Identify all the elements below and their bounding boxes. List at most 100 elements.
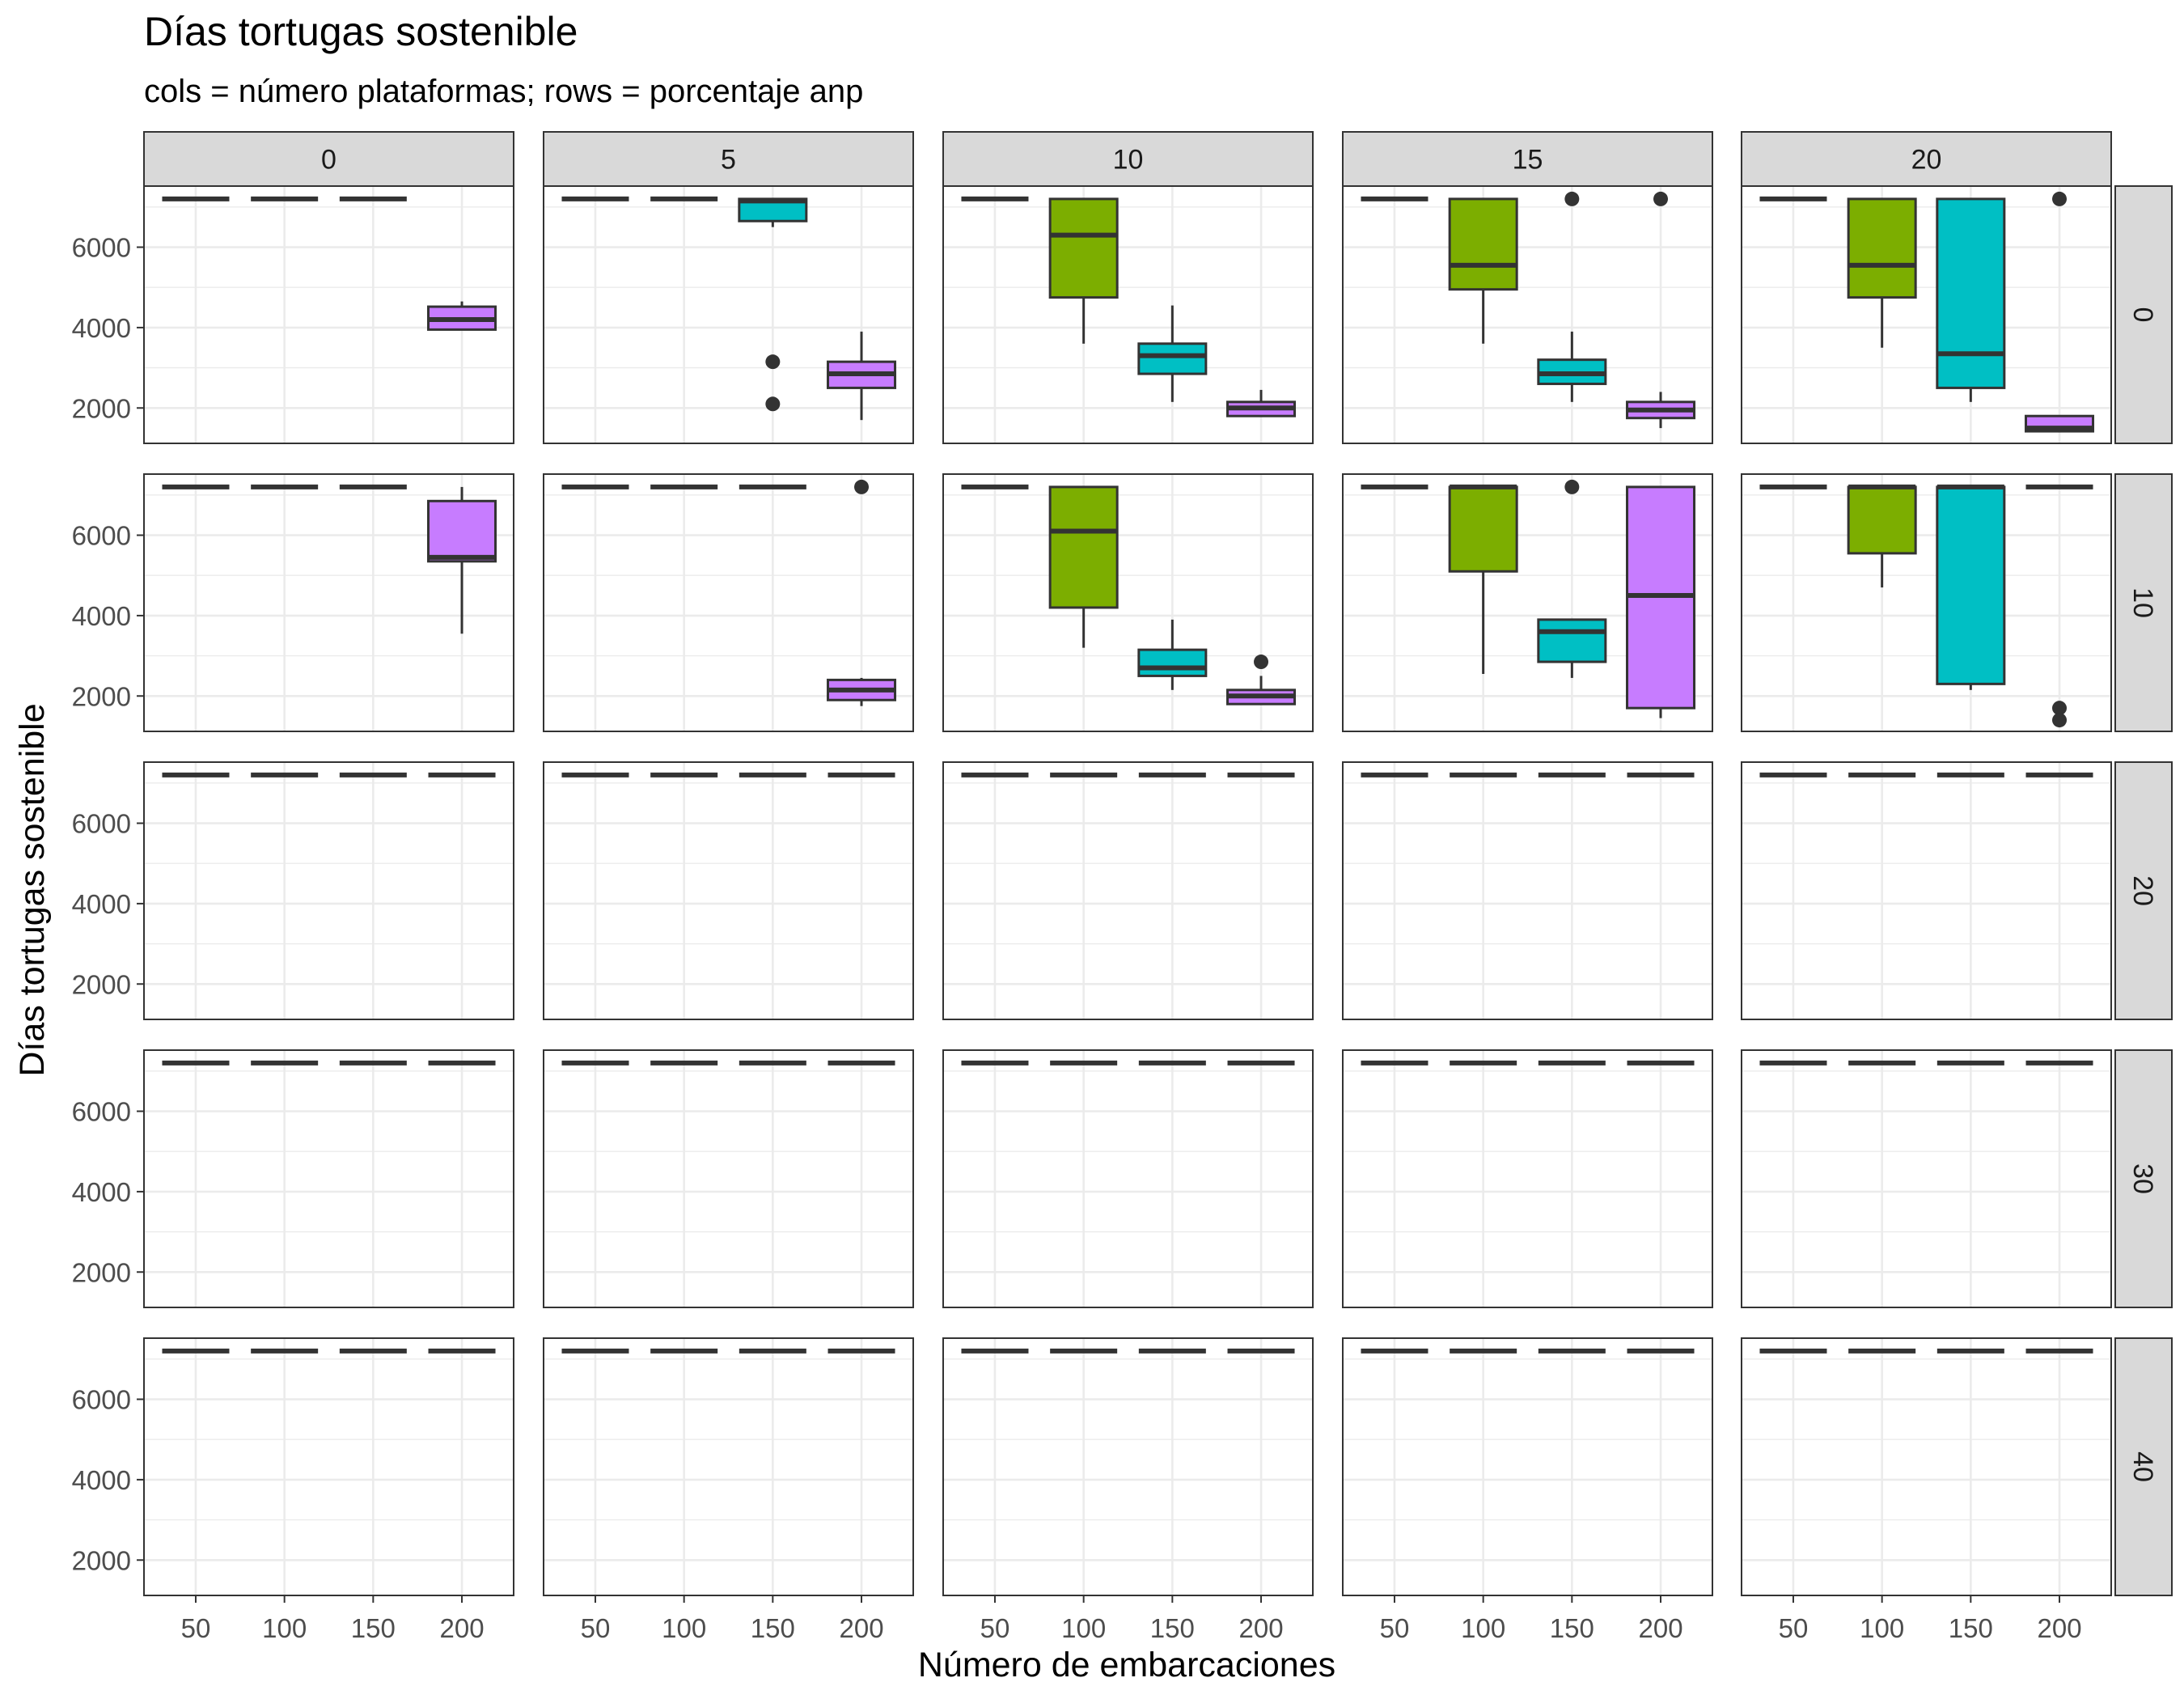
box-iqr <box>1847 197 1917 299</box>
panel-background <box>1742 474 2111 731</box>
panel-border <box>942 761 1314 1020</box>
box-outlier <box>765 396 781 412</box>
facet-grid: 0 5 10 15 2001020304020004000600020004000600… <box>72 131 2173 1643</box>
box-iqr <box>1048 197 1119 299</box>
panel-background <box>144 1338 514 1595</box>
y-tick-label: 2000 <box>72 681 131 711</box>
box-iqr <box>1448 485 1518 573</box>
panel-background <box>943 1050 1313 1307</box>
panel-border <box>543 185 914 444</box>
box-iqr <box>1048 485 1119 609</box>
panel-background <box>1343 186 1712 443</box>
facet-col-strip <box>1342 131 1713 187</box>
x-axis-label: Número de embarcaciones <box>918 1646 1335 1684</box>
box-iqr <box>1137 648 1208 677</box>
box-iqr <box>1137 342 1208 375</box>
x-tick-label: 50 <box>1380 1613 1410 1643</box>
x-tick-label: 100 <box>1061 1613 1106 1643</box>
x-tick-label: 150 <box>751 1613 795 1643</box>
facet-col-label: 10 <box>1113 145 1144 176</box>
x-tick-label: 50 <box>1779 1613 1809 1643</box>
facet-col-label: 20 <box>1911 145 1942 176</box>
panel-background <box>1343 762 1712 1019</box>
x-tick-label: 200 <box>1238 1613 1283 1643</box>
panel-background <box>943 186 1313 443</box>
panel-border <box>143 1337 514 1596</box>
chart-title: Días tortugas sostenible <box>144 9 578 54</box>
panel-background <box>544 1050 913 1307</box>
y-tick-label: 6000 <box>72 809 131 839</box>
y-tick-label: 2000 <box>72 393 131 423</box>
y-tick-label: 2000 <box>72 1545 131 1575</box>
x-tick-label: 50 <box>181 1613 211 1643</box>
facet-row-label: 40 <box>2127 1451 2158 1482</box>
facet-col-strip <box>942 131 1314 187</box>
x-tick-label: 200 <box>439 1613 484 1643</box>
box-outlier <box>2052 713 2068 728</box>
x-tick-label: 100 <box>1461 1613 1505 1643</box>
panel-border <box>1342 761 1713 1020</box>
box-iqr <box>1537 618 1607 663</box>
x-tick-label: 50 <box>581 1613 611 1643</box>
facet-row-label: 0 <box>2127 307 2158 323</box>
x-tick-label: 200 <box>839 1613 883 1643</box>
facet-col-strip <box>143 131 514 187</box>
box-outlier <box>2052 191 2068 206</box>
box-iqr <box>1847 485 1917 555</box>
x-tick-label: 150 <box>351 1613 396 1643</box>
y-tick-label: 2000 <box>72 969 131 999</box>
facet-row-strip <box>2114 761 2173 1020</box>
panel-border <box>1741 473 2112 732</box>
x-tick-label: 50 <box>980 1613 1010 1643</box>
y-tick-label: 4000 <box>72 889 131 919</box>
box-outlier <box>1564 191 1580 206</box>
facet-row-strip <box>2114 1337 2173 1596</box>
y-axis-label: Días tortugas sostenible <box>13 703 52 1076</box>
panel-border <box>543 473 914 732</box>
panel-background <box>1742 762 2111 1019</box>
panel-background <box>544 762 913 1019</box>
box-iqr <box>1936 197 2006 389</box>
box-iqr <box>1936 485 2006 685</box>
panel-border <box>1342 185 1713 444</box>
panel-border <box>543 761 914 1020</box>
box-outlier <box>1254 655 1269 670</box>
box-outlier <box>765 354 781 370</box>
box-outlier <box>854 479 870 494</box>
x-tick-label: 200 <box>2037 1613 2081 1643</box>
panel-background <box>1343 1050 1712 1307</box>
facet-row-strip <box>2114 473 2173 732</box>
x-tick-label: 150 <box>1150 1613 1195 1643</box>
panel-border <box>942 473 1314 732</box>
x-tick-label: 150 <box>1550 1613 1594 1643</box>
panel-background <box>943 474 1313 731</box>
panel-border <box>1741 761 2112 1020</box>
panel-border <box>543 1049 914 1308</box>
panel-border <box>942 185 1314 444</box>
y-tick-label: 6000 <box>72 1385 131 1415</box>
panel-background <box>1742 1338 2111 1595</box>
y-tick-label: 4000 <box>72 313 131 343</box>
facet-col-label: 5 <box>721 145 736 176</box>
panel-background <box>144 1050 514 1307</box>
box-outlier <box>1653 191 1669 206</box>
panel-border <box>143 185 514 444</box>
facet-col-label: 0 <box>321 145 336 176</box>
panel-border <box>942 1337 1314 1596</box>
x-tick-label: 100 <box>262 1613 307 1643</box>
panel-border <box>143 473 514 732</box>
y-tick-label: 6000 <box>72 233 131 263</box>
panel-background <box>1742 1050 2111 1307</box>
y-tick-label: 4000 <box>72 1177 131 1207</box>
panel-border <box>1741 1049 2112 1308</box>
panel-border <box>543 1337 914 1596</box>
y-tick-label: 2000 <box>72 1257 131 1287</box>
x-tick-label: 100 <box>1860 1613 1904 1643</box>
panel-background <box>544 186 913 443</box>
panel-background <box>943 762 1313 1019</box>
panel-background <box>1343 1338 1712 1595</box>
x-tick-label: 100 <box>662 1613 706 1643</box>
panel-background <box>144 762 514 1019</box>
y-tick-label: 6000 <box>72 521 131 551</box>
